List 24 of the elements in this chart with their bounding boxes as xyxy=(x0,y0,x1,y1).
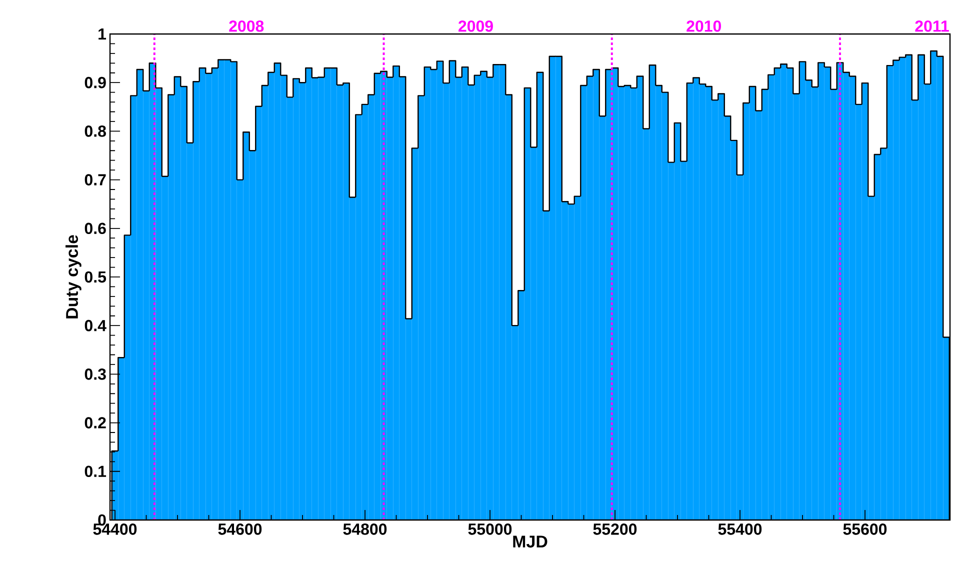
text: 2010 xyxy=(686,20,722,32)
x-tick-label: 54800 xyxy=(343,524,387,535)
x-tick-label: 54600 xyxy=(218,524,262,535)
x-tick-label: 55200 xyxy=(593,524,637,535)
y-tick-label: 0.7 xyxy=(84,174,106,186)
text: 2011 xyxy=(915,20,949,32)
y-tick-label: 0.2 xyxy=(84,417,106,428)
x-tick-label: 55400 xyxy=(718,524,762,535)
y-tick-label: 0.6 xyxy=(84,222,106,234)
y-tick-label: 0 xyxy=(98,514,106,526)
y-tick-label: 0.8 xyxy=(84,126,106,137)
x-axis-title: MJD xyxy=(513,536,548,548)
x-tick-label: 55600 xyxy=(843,524,887,535)
y-tick-label: 0.3 xyxy=(84,368,106,380)
y-tick-label: 0.1 xyxy=(84,466,106,478)
y-tick-label: 0.5 xyxy=(84,271,106,283)
y-tick-label: 0.4 xyxy=(84,320,106,332)
y-axis-title: Duty cycle xyxy=(66,235,82,318)
text: 2008 xyxy=(229,20,264,32)
text: 2009 xyxy=(458,20,493,32)
y-tick-label: 1 xyxy=(98,28,106,40)
x-tick-label: 55000 xyxy=(468,524,512,535)
y-tick-label: 0.9 xyxy=(84,76,106,88)
x-tick-label: 54400 xyxy=(93,524,137,535)
